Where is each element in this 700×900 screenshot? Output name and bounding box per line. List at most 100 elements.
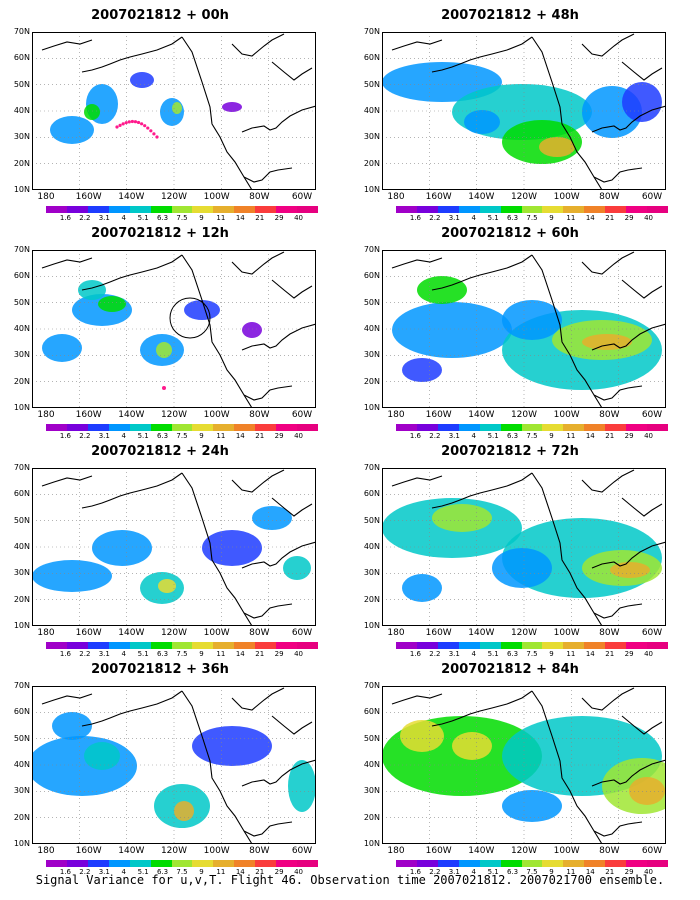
panel-title: 2007021812 + 24h	[91, 444, 229, 459]
colorbar-label: 2.2	[429, 650, 441, 658]
colorbar-swatch	[297, 642, 318, 649]
coastline	[241, 105, 316, 133]
coastline	[241, 323, 316, 351]
map-frame	[32, 468, 316, 626]
colorbar-swatch	[213, 642, 235, 649]
lon-label: 160W	[75, 192, 102, 202]
colorbar-swatch	[605, 206, 627, 213]
coastline	[621, 715, 663, 735]
colorbar-swatch	[584, 206, 606, 213]
panel-title: 2007021812 + 72h	[441, 444, 579, 459]
lon-label: 180	[37, 410, 55, 420]
colorbar-label: 9	[549, 868, 554, 876]
lon-label: 120W	[160, 628, 188, 638]
colorbar-label: 5.1	[487, 214, 499, 222]
colorbar-label: 3.1	[98, 214, 110, 222]
coastline	[231, 33, 285, 57]
colorbar-label: 1.6	[59, 214, 71, 222]
lat-label: 60N	[363, 271, 380, 281]
colorbar-label: 1.6	[409, 214, 421, 222]
coastline	[181, 690, 253, 844]
colorbar-swatch	[416, 206, 438, 213]
lon-label: 160W	[425, 846, 452, 856]
colorbar-swatch	[192, 860, 214, 867]
variance-contour	[252, 506, 292, 530]
colorbar-label: 7.5	[176, 432, 188, 440]
lon-label: 100W	[203, 846, 230, 856]
colorbar-swatch	[255, 642, 277, 649]
coastline	[591, 759, 666, 787]
colorbar-label: 3.1	[448, 432, 460, 440]
colorbar-label: 5.1	[487, 650, 499, 658]
colorbar-label: 9	[549, 214, 554, 222]
lat-label: 70N	[13, 245, 30, 254]
lat-label: 10N	[363, 403, 380, 412]
colorbar-label: 6.3	[156, 432, 169, 440]
colorbar-swatch	[46, 642, 67, 649]
map-panel: 2007021812 + 84h 70N 60N 50N 40N 30N 20N 10N 180…	[350, 662, 670, 876]
lon-label: 100W	[203, 410, 230, 420]
lat-label: 10N	[363, 839, 380, 848]
colorbar-swatch	[584, 424, 606, 431]
map-panel: 2007021812 + 00h 70N 60N 50N 40N 30N 20N 10N 180…	[0, 8, 320, 222]
lon-label: 120W	[510, 846, 538, 856]
colorbar-swatch	[626, 424, 648, 431]
colorbar-swatch	[584, 642, 606, 649]
colorbar-swatch	[542, 206, 564, 213]
map-frame	[382, 686, 666, 844]
coastline	[243, 821, 293, 837]
panel-title: 2007021812 + 48h	[441, 8, 579, 23]
colorbar-swatch	[647, 424, 668, 431]
colorbar-swatch	[479, 424, 501, 431]
colorbar-swatch	[458, 642, 480, 649]
colorbar	[396, 424, 668, 431]
colorbar-swatch	[46, 206, 67, 213]
colorbar-swatch	[626, 642, 648, 649]
colorbar-swatch	[563, 424, 585, 431]
colorbar-label: 1.6	[409, 650, 421, 658]
lat-label: 70N	[13, 463, 30, 472]
flight-track-point	[124, 121, 128, 125]
colorbar-swatch	[605, 860, 627, 867]
colorbar-swatch	[87, 860, 109, 867]
colorbar-label: 21	[605, 432, 615, 440]
coastline	[231, 251, 285, 275]
colorbar-swatch	[108, 206, 130, 213]
colorbar-swatch	[66, 860, 88, 867]
lon-label: 80W	[249, 410, 270, 420]
coastline	[531, 254, 603, 408]
lat-label: 70N	[13, 27, 30, 36]
lon-label: 100W	[203, 628, 230, 638]
colorbar-label: 5.1	[137, 650, 149, 658]
map-plot	[382, 686, 666, 844]
lon-label: 140W	[468, 846, 495, 856]
lon-label: 180	[387, 192, 405, 202]
colorbar-label: 11	[566, 868, 576, 876]
variance-contour	[84, 104, 100, 120]
coastline	[81, 472, 183, 509]
lat-label: 60N	[13, 707, 30, 717]
coastline	[621, 497, 663, 517]
colorbar-label: 7.5	[526, 432, 538, 440]
coastline	[581, 33, 635, 57]
colorbar-label: 29	[274, 868, 284, 876]
colorbar-label: 14	[585, 650, 595, 658]
colorbar-label: 7.5	[526, 214, 538, 222]
colorbar-label: 2.2	[429, 868, 441, 876]
variance-contour	[402, 574, 442, 602]
lon-label: 140W	[118, 410, 145, 420]
lat-label: 40N	[13, 106, 30, 115]
colorbar-label: 5.1	[487, 432, 499, 440]
coastline	[593, 821, 643, 837]
lat-label: 40N	[363, 106, 380, 115]
coastline	[593, 167, 643, 183]
lon-label: 60W	[291, 410, 313, 420]
colorbar-swatch	[458, 860, 480, 867]
map-panel: 2007021812 + 72h 70N 60N 50N 40N 30N 20N 10N 180…	[350, 444, 670, 658]
colorbar-label: 5.1	[137, 432, 149, 440]
colorbar-label: 5.1	[487, 868, 499, 876]
coastline	[591, 541, 666, 569]
colorbar-swatch	[108, 424, 130, 431]
coastline	[593, 385, 643, 401]
lon-label: 120W	[510, 628, 538, 638]
